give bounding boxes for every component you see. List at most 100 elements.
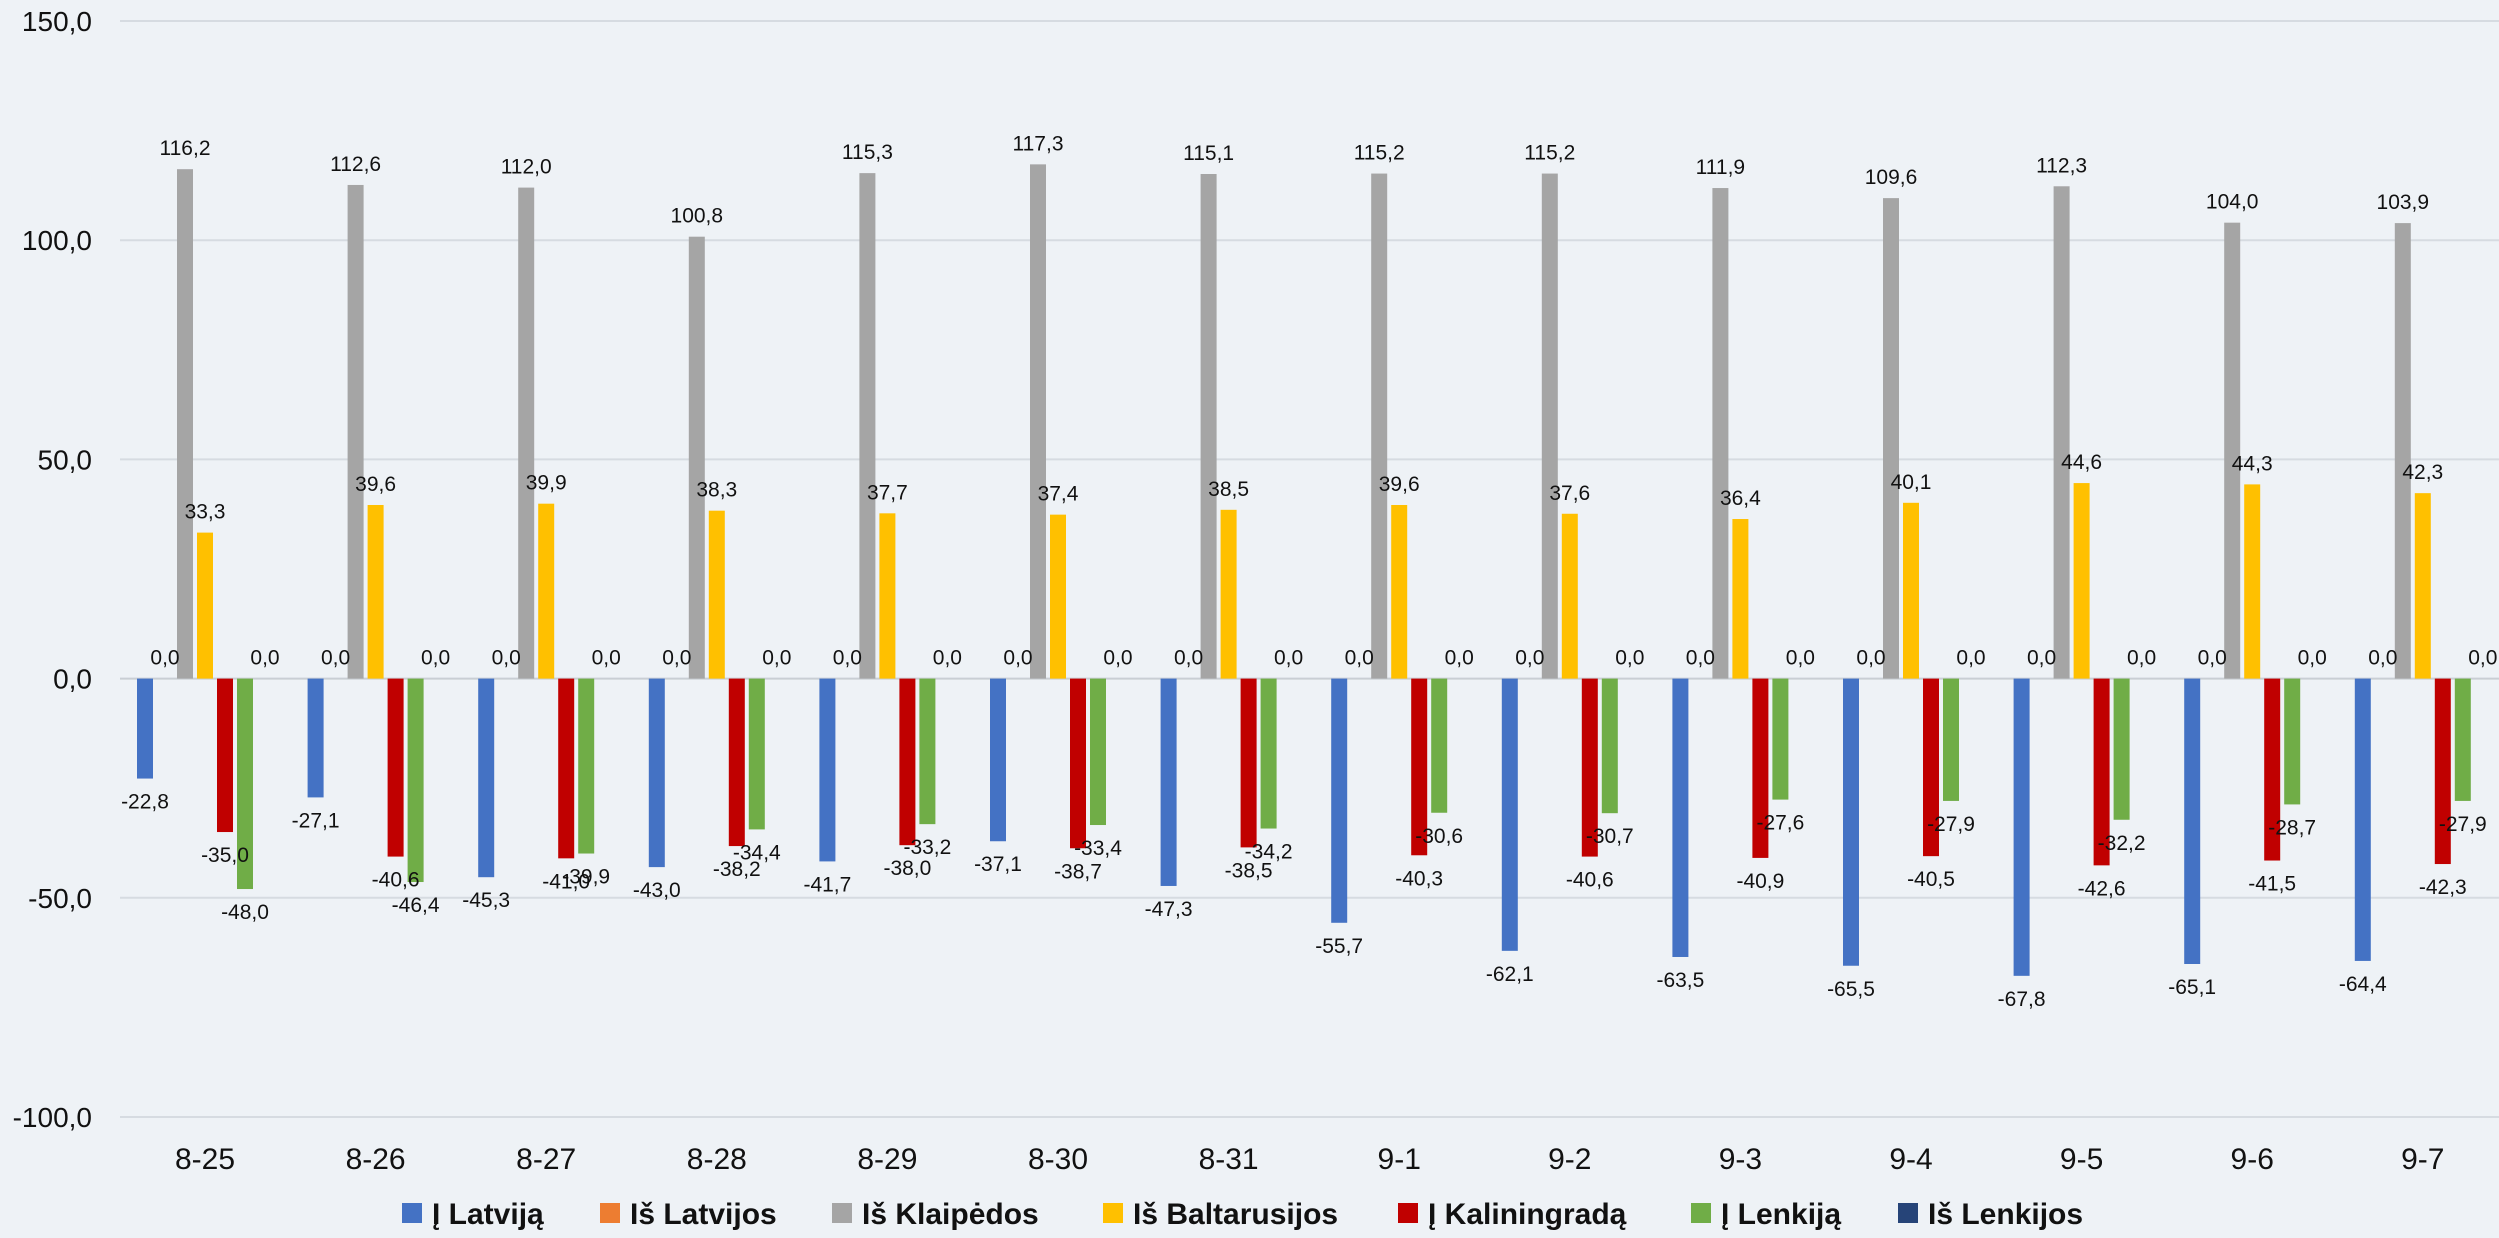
data-label: 44,6 — [2061, 451, 2102, 474]
bar — [1883, 198, 1899, 679]
bar — [1581, 678, 1598, 857]
bar — [578, 678, 595, 854]
data-label: -38,7 — [1054, 860, 1102, 883]
data-label: -65,1 — [2168, 976, 2216, 999]
bar — [1050, 514, 1066, 679]
data-label: 0,0 — [2027, 647, 2056, 670]
data-label: -43,0 — [633, 879, 681, 902]
data-label: 38,3 — [696, 479, 737, 502]
data-label: 111,9 — [1696, 156, 1745, 179]
data-label: 115,3 — [842, 141, 893, 164]
data-label: 103,9 — [2377, 191, 2430, 214]
data-label: -34,4 — [733, 841, 781, 864]
bar — [728, 678, 745, 847]
legend: Į Latviją Iš Latvijos Iš Klaipėdos Iš Balta… — [402, 1198, 2083, 1231]
bar — [1923, 678, 1939, 857]
bar — [2184, 678, 2201, 964]
data-label: 109,6 — [1865, 166, 1918, 189]
bar — [1030, 164, 1046, 679]
legend-label: Iš Klaipėdos — [862, 1198, 1039, 1231]
data-label: 37,7 — [867, 481, 908, 504]
bar — [1371, 173, 1388, 679]
data-label: 0,0 — [1515, 647, 1544, 670]
bar — [990, 678, 1006, 842]
bar — [648, 678, 665, 868]
data-label: 115,2 — [1354, 142, 1405, 165]
data-label: -27,9 — [1927, 813, 1975, 836]
x-tick-label: 9-1 — [1378, 1143, 1421, 1176]
bar — [558, 678, 575, 859]
bar — [1943, 678, 1959, 801]
data-label: -41,0 — [542, 870, 590, 893]
bar — [2053, 186, 2070, 679]
data-label: 0,0 — [2127, 647, 2156, 670]
data-label: 0,0 — [1103, 647, 1132, 670]
bar — [1411, 678, 1428, 856]
data-label: -41,7 — [803, 873, 851, 896]
data-label: 112,3 — [2036, 154, 2087, 177]
bars — [137, 164, 2471, 976]
data-label: 0,0 — [150, 647, 179, 670]
data-label: -33,4 — [1074, 837, 1122, 860]
data-label: -67,8 — [1998, 988, 2046, 1011]
data-label: 0,0 — [1856, 647, 1885, 670]
data-label: 39,9 — [526, 472, 567, 495]
data-label: 39,6 — [1379, 473, 1420, 496]
bar — [478, 678, 495, 878]
data-label: 0,0 — [662, 647, 691, 670]
bar — [1200, 174, 1217, 679]
legend-label: Į Latviją — [432, 1198, 544, 1231]
data-label: 0,0 — [421, 647, 450, 670]
data-label: -40,6 — [372, 869, 420, 892]
data-label: 0,0 — [2368, 647, 2397, 670]
data-label: -40,6 — [1566, 869, 1614, 892]
data-label: -38,5 — [1225, 859, 1273, 882]
data-label: 42,3 — [2402, 461, 2443, 484]
bar — [2244, 484, 2261, 679]
x-tick-label: 8-26 — [346, 1143, 406, 1176]
legend-label: Į Lenkiją — [1721, 1198, 1841, 1231]
x-tick-label: 9-2 — [1548, 1143, 1591, 1176]
data-label: -41,5 — [2248, 873, 2296, 896]
data-labels: -22,8 -27,1 -45,3 -43,0 -41,7 -37,1 -47,3 -55,7… — [121, 132, 2497, 1010]
data-label: 37,4 — [1038, 483, 1079, 506]
bar — [688, 236, 705, 679]
bar — [1541, 173, 1558, 679]
data-label: -42,3 — [2419, 876, 2467, 899]
data-label: 0,0 — [1786, 647, 1815, 670]
bar — [1732, 519, 1749, 679]
y-tick-label: 0,0 — [53, 664, 92, 695]
x-tick-label: 8-30 — [1028, 1143, 1088, 1176]
bar — [407, 678, 424, 883]
x-tick-label: 9-5 — [2060, 1143, 2103, 1176]
data-label: 39,6 — [355, 473, 396, 496]
data-label: 0,0 — [1686, 647, 1715, 670]
legend-label: Iš Latvijos — [630, 1198, 777, 1231]
data-label: 0,0 — [321, 647, 350, 670]
data-label: -32,2 — [2098, 832, 2146, 855]
data-label: 0,0 — [2298, 647, 2327, 670]
data-label: -38,0 — [883, 857, 931, 880]
x-tick-label: 9-7 — [2401, 1143, 2444, 1176]
data-label: 40,1 — [1891, 471, 1932, 494]
x-tick-label: 9-4 — [1889, 1143, 1932, 1176]
y-tick-label: 50,0 — [38, 444, 93, 475]
data-label: 44,3 — [2232, 452, 2273, 475]
bar — [1391, 504, 1408, 679]
legend-label: Iš Baltarusijos — [1133, 1198, 1338, 1231]
bar — [387, 678, 404, 857]
bar — [1903, 502, 1919, 679]
x-tick-label: 8-25 — [175, 1143, 235, 1176]
legend-swatch — [600, 1203, 620, 1223]
data-label: 0,0 — [833, 647, 862, 670]
x-tick-label: 8-27 — [516, 1143, 576, 1176]
legend-swatch — [1398, 1203, 1418, 1223]
bar — [2454, 678, 2471, 801]
data-label: -62,1 — [1486, 963, 1534, 986]
bar — [879, 513, 896, 679]
data-label: -45,3 — [462, 889, 510, 912]
data-label: -64,4 — [2339, 973, 2387, 996]
data-label: 37,6 — [1549, 482, 1590, 505]
y-tick-label: -50,0 — [28, 883, 92, 914]
